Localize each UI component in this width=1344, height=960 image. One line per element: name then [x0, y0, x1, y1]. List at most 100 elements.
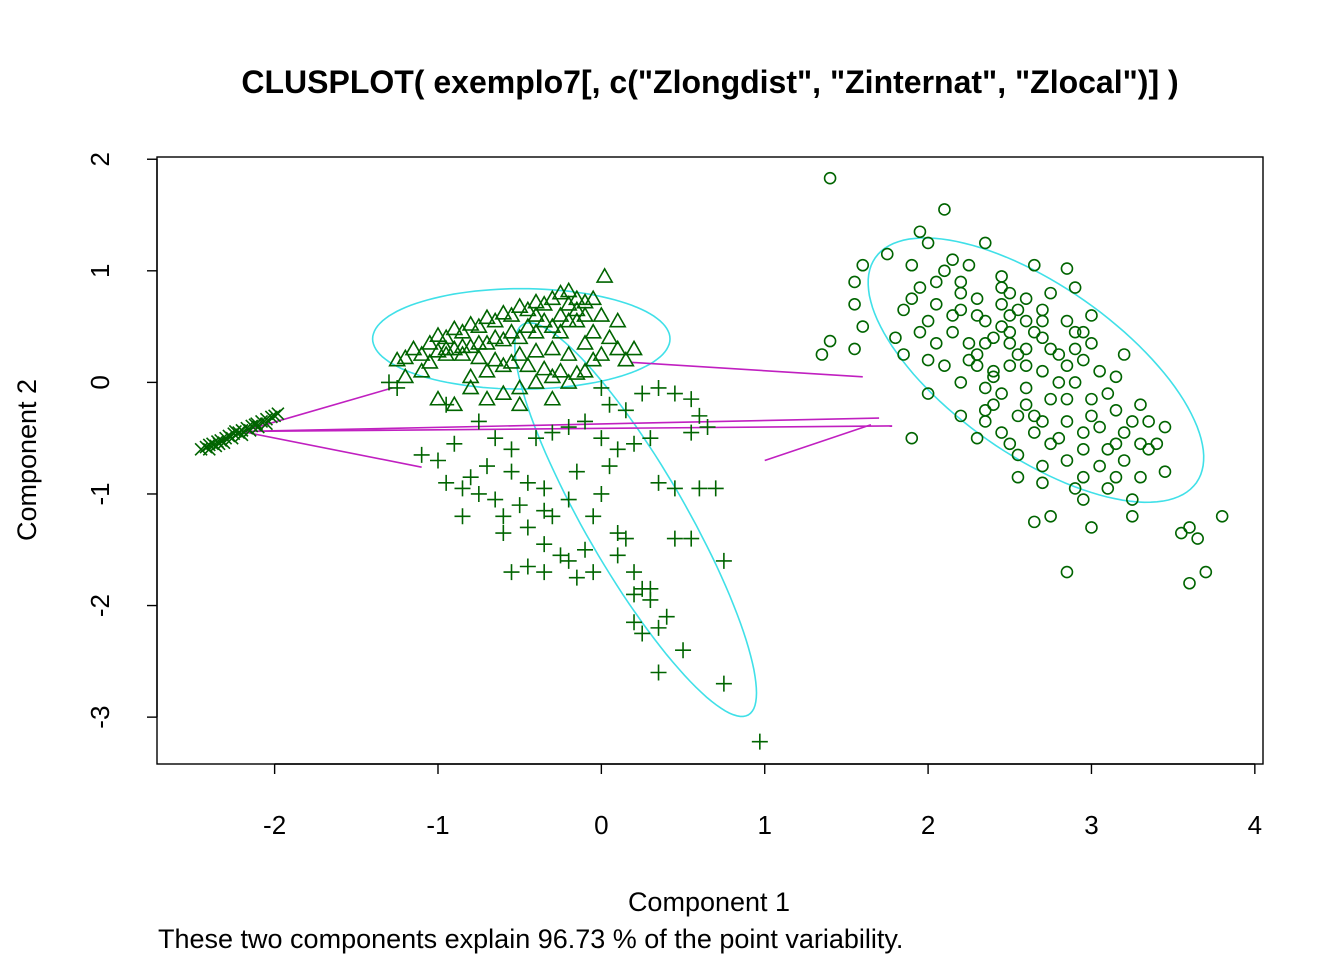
data-point-triangle	[535, 311, 554, 328]
data-point-triangle	[576, 306, 594, 322]
data-point-plus	[446, 435, 463, 452]
data-point-circle	[1003, 325, 1017, 339]
data-point-circle	[905, 292, 919, 306]
y-axis: -3 -2 -1 0 1 2	[85, 152, 158, 729]
x-tick-label: 2	[921, 810, 935, 840]
data-point-circle	[1027, 325, 1041, 339]
data-point-triangle	[543, 390, 562, 406]
data-point-circle	[1036, 476, 1049, 490]
data-point-plus	[683, 424, 700, 441]
cluster-connector-line	[764, 424, 872, 462]
data-points	[194, 171, 1229, 750]
data-point-plus	[503, 441, 520, 458]
data-point-circle	[1011, 470, 1025, 484]
data-point-circle	[1027, 426, 1041, 439]
data-point-circle	[1076, 426, 1090, 439]
data-point-circle	[1068, 325, 1082, 339]
data-point-triangle	[469, 348, 488, 365]
data-point-circle	[1076, 470, 1090, 484]
data-point-circle	[962, 337, 976, 350]
data-point-circle	[938, 359, 951, 372]
data-point-plus	[438, 474, 455, 491]
data-point-circle	[1134, 470, 1147, 484]
data-point-circle	[848, 297, 861, 311]
data-point-triangle	[437, 339, 456, 356]
x-tick-label: 3	[1084, 810, 1098, 840]
data-point-circle	[1019, 381, 1033, 395]
data-point-circle	[1109, 403, 1123, 417]
data-point-plus	[601, 396, 618, 413]
data-point-circle	[987, 370, 1000, 384]
data-point-plus	[683, 530, 700, 547]
data-point-plus	[454, 480, 471, 497]
data-point-plus	[462, 469, 479, 486]
data-point-circle	[1076, 443, 1090, 456]
data-point-triangle	[535, 359, 554, 376]
x-axis-label: Component 1	[628, 887, 790, 917]
data-point-circle	[1003, 309, 1017, 322]
data-point-plus	[519, 558, 536, 575]
data-point-plus	[470, 485, 487, 502]
data-point-circle	[905, 258, 919, 272]
data-point-triangle	[453, 345, 472, 361]
data-point-circle	[913, 281, 927, 294]
data-point-plus	[544, 424, 561, 441]
data-point-triangle	[600, 328, 619, 345]
data-point-triangle	[429, 390, 447, 406]
data-point-circle	[1134, 398, 1147, 412]
data-point-plus	[666, 530, 683, 547]
data-point-circle	[995, 281, 1008, 294]
cluster-connector-line	[241, 430, 422, 468]
data-point-circle	[954, 286, 968, 300]
data-point-circle	[1175, 526, 1188, 540]
data-point-circle	[1060, 359, 1074, 372]
x-tick-label: -1	[426, 810, 449, 840]
data-point-circle	[1076, 493, 1090, 506]
data-point-circle	[1093, 459, 1106, 473]
data-point-circle	[1126, 415, 1139, 428]
data-point-circle	[970, 292, 984, 306]
data-point-plus	[536, 502, 553, 519]
cluster-ellipse	[371, 287, 671, 390]
data-point-circle	[954, 303, 968, 317]
data-point-triangle	[453, 337, 472, 354]
data-point-triangle	[608, 311, 627, 328]
data-point-triangle	[478, 308, 496, 325]
data-point-plus	[626, 614, 643, 631]
data-point-plus	[470, 413, 487, 430]
data-point-plus	[487, 491, 504, 508]
data-point-circle	[1150, 437, 1164, 451]
data-point-circle	[1183, 576, 1196, 590]
data-point-triangle	[559, 373, 578, 389]
data-point-plus	[536, 480, 553, 497]
data-point-triangle	[592, 306, 611, 322]
data-point-plus	[601, 458, 618, 475]
data-point-circle	[938, 264, 951, 278]
data-point-triangle	[486, 350, 505, 367]
data-point-plus	[503, 564, 520, 581]
data-point-x	[212, 437, 226, 451]
data-point-x	[225, 431, 239, 445]
data-point-plus	[593, 485, 610, 502]
data-point-plus	[642, 430, 659, 447]
data-point-triangle	[543, 317, 562, 334]
data-point-x	[228, 424, 242, 439]
data-point-triangle	[412, 345, 431, 361]
data-point-triangle	[478, 362, 496, 378]
data-point-plus	[511, 497, 528, 514]
data-point-triangle	[567, 289, 586, 306]
data-point-circle	[962, 258, 976, 272]
data-point-circle	[1076, 353, 1090, 367]
data-point-circle	[1027, 258, 1041, 272]
data-point-circle	[995, 297, 1008, 311]
data-point-plus	[634, 385, 651, 402]
data-point-circle	[970, 309, 984, 322]
data-point-triangle	[510, 297, 529, 313]
cluster-connector-line	[630, 361, 863, 378]
data-point-plus	[495, 525, 512, 542]
data-point-circle	[1093, 364, 1106, 378]
data-point-circle	[1044, 286, 1057, 300]
data-point-circle	[987, 331, 1000, 345]
cluster-ellipses	[371, 237, 1205, 718]
data-point-circle	[1027, 515, 1041, 529]
